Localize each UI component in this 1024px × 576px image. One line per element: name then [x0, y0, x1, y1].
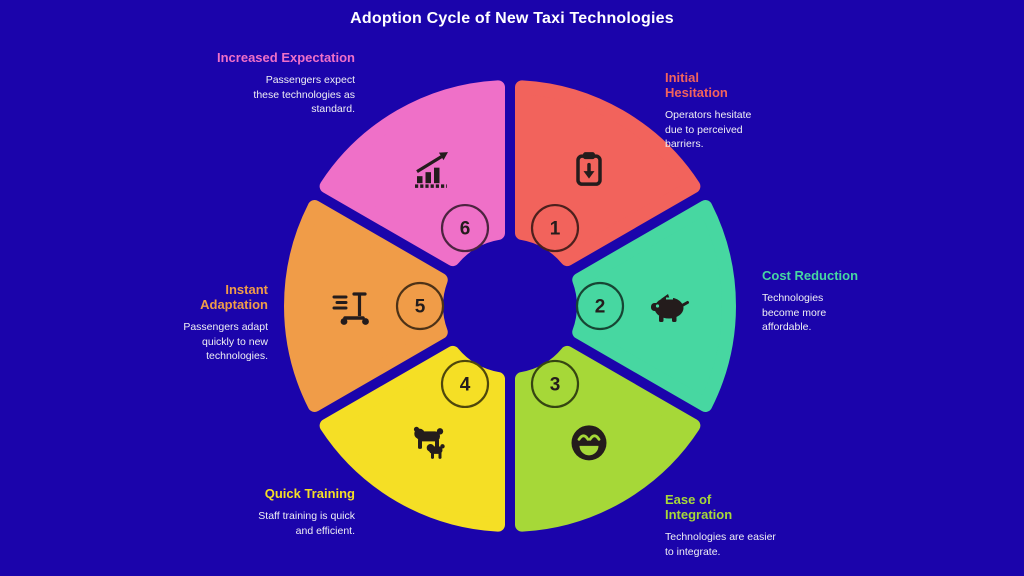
segment-number-1: 1 [550, 219, 561, 240]
segment-number-badge-3 [530, 359, 580, 409]
clipboard-icon [576, 152, 602, 186]
segment-number-5: 5 [415, 297, 426, 318]
segment-number-3: 3 [550, 374, 561, 395]
segment-number-badge-2 [575, 281, 625, 331]
label-description: Passengers adapt quickly to new technolo… [183, 321, 268, 363]
label-title: Increased Expectation [217, 50, 355, 65]
label-initial-hesitation: Initial Hesitation Operators hesitate du… [665, 70, 761, 152]
segment-number-4: 4 [460, 374, 471, 395]
label-ease-of-integration: Ease of Integration Technologies are eas… [665, 492, 780, 559]
segment-number-6: 6 [460, 219, 471, 240]
piggy-bank-icon [651, 294, 689, 322]
growth-chart-icon [415, 152, 448, 188]
label-title: Instant Adaptation [200, 282, 268, 313]
label-description: Passengers expect these technologies as … [253, 74, 355, 116]
label-quick-training: Quick Training Staff training is quick a… [215, 486, 355, 538]
segment-number-badge-4 [440, 359, 490, 409]
label-description: Staff training is quick and efficient. [258, 510, 355, 537]
scooter-icon [332, 292, 369, 325]
label-description: Technologies become more affordable. [762, 292, 827, 334]
label-description: Technologies are easier to integrate. [665, 531, 776, 558]
label-description: Operators hesitate due to perceived barr… [665, 109, 752, 151]
page-title: Adoption Cycle of New Taxi Technologies [350, 10, 674, 27]
label-cost-reduction: Cost Reduction Technologies become more … [762, 268, 887, 335]
segment-number-badge-6 [440, 203, 490, 253]
dog-training-icon [413, 426, 445, 459]
segment-number-2: 2 [595, 297, 606, 318]
segment-number-badge-1 [530, 203, 580, 253]
label-increased-expectation: Increased Expectation Passengers expect … [215, 50, 355, 117]
label-title: Quick Training [264, 486, 355, 501]
segment-number-badge-5 [395, 281, 445, 331]
label-instant-adaptation: Instant Adaptation Passengers adapt quic… [156, 282, 268, 364]
label-title: Initial Hesitation [665, 70, 728, 101]
label-title: Cost Reduction [762, 268, 859, 283]
happy-face-icon [571, 425, 607, 461]
label-title: Ease of Integration [665, 492, 733, 523]
